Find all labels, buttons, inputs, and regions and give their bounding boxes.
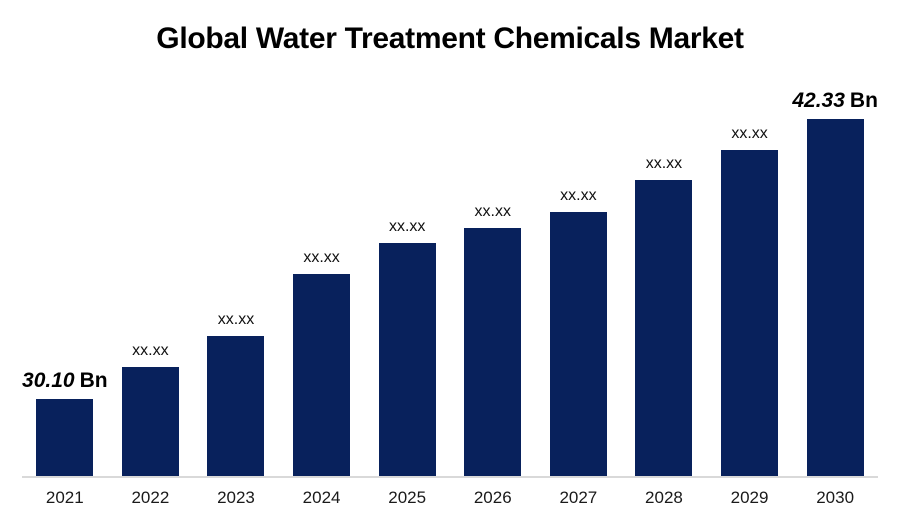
x-tick-label-2021: 2021 — [45, 488, 84, 507]
x-tick-label-2029: 2029 — [730, 488, 769, 507]
x-tick-label-2023: 2023 — [217, 488, 255, 507]
x-tick-label-2025: 2025 — [388, 488, 427, 507]
bar-2028 — [635, 180, 693, 476]
bar-column-2026: xx.xx — [450, 203, 536, 476]
bar-2030 — [806, 119, 864, 476]
bar-value-number: 42.33 — [792, 89, 845, 112]
bar-column-2029: xx.xx — [707, 125, 793, 476]
bar-2029 — [721, 150, 779, 476]
bar-value-label-2023: xx.xx — [217, 311, 255, 328]
bar-column-2021: 30.10 Bn — [22, 369, 108, 476]
x-tick-label-2030: 2030 — [816, 488, 855, 507]
x-tick-label-2026: 2026 — [473, 488, 512, 507]
bar-value-label-2021: 30.10 Bn — [22, 369, 108, 393]
bar-value-label-2030: 42.33 Bn — [792, 89, 878, 113]
bar-value-label-2024: xx.xx — [303, 249, 340, 266]
bar-2022 — [121, 367, 179, 476]
bar-column-2027: xx.xx — [536, 187, 622, 476]
x-axis-line — [22, 476, 878, 478]
bar-value-label-2027: xx.xx — [560, 187, 597, 204]
bar-column-2023: xx.xx — [193, 311, 279, 476]
x-tick-label-2024: 2024 — [302, 488, 341, 507]
bar-2027 — [549, 212, 607, 476]
bar-column-2030: 42.33 Bn — [792, 89, 878, 476]
bar-2025 — [378, 243, 436, 476]
bar-value-unit: Bn — [79, 369, 108, 392]
bar-value-label-2026: xx.xx — [474, 203, 511, 220]
chart-title: Global Water Treatment Chemicals Market — [156, 22, 744, 55]
bar-value-label-2029: xx.xx — [731, 125, 768, 142]
bar-value-number: 30.10 — [22, 369, 75, 392]
bar-column-2025: xx.xx — [364, 218, 450, 476]
x-axis-labels: 2021 2022 2023 2024 2025 2026 2027 2028 2029 2030 — [22, 478, 878, 525]
bar-2024 — [293, 274, 351, 476]
bar-column-2028: xx.xx — [621, 155, 707, 476]
bar-column-2022: xx.xx — [108, 342, 194, 476]
bar-value-unit: Bn — [849, 89, 878, 112]
x-tick-label-2027: 2027 — [559, 488, 598, 507]
x-tick-label-2022: 2022 — [131, 488, 170, 507]
x-tick-label-2028: 2028 — [645, 488, 683, 507]
bar-value-label-2022: xx.xx — [132, 342, 169, 359]
bar-value-label-2028: xx.xx — [645, 155, 683, 172]
bar-2026 — [464, 228, 522, 476]
bar-2021 — [36, 399, 94, 476]
plot-area: 30.10 Bn xx.xx xx.xx xx.xx xx.xx xx.xx xx.xx xx.… — [22, 0, 878, 476]
bar-column-2024: xx.xx — [279, 249, 365, 476]
bar-2023 — [207, 336, 265, 476]
bar-value-label-2025: xx.xx — [388, 218, 426, 235]
